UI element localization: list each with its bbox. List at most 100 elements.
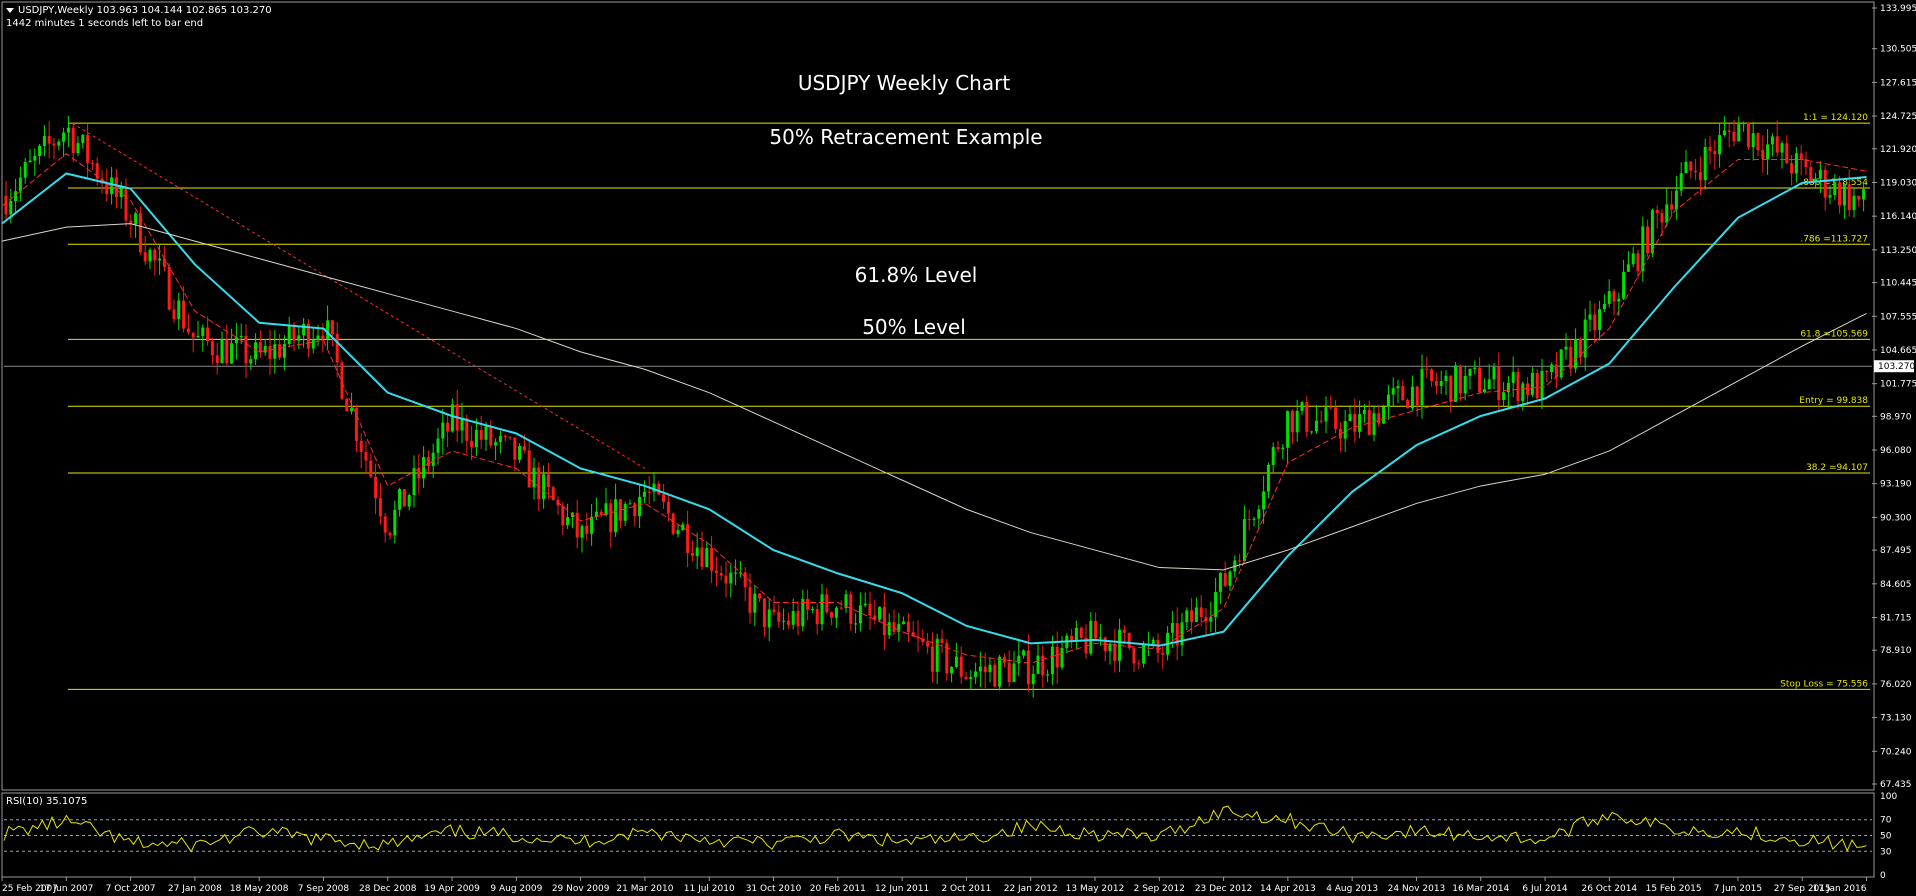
candle-body — [1074, 627, 1078, 641]
candle-body — [580, 526, 584, 538]
candle-body — [465, 418, 469, 441]
candle-body — [638, 496, 642, 517]
candle-body — [532, 467, 536, 488]
candle-body — [498, 436, 502, 443]
candle-body — [1612, 291, 1616, 302]
candle-body — [1698, 172, 1702, 181]
candle-body — [1238, 560, 1242, 562]
candle-body — [767, 609, 771, 628]
candle-body — [1794, 153, 1798, 174]
candle-body — [201, 327, 205, 336]
moving-average-line[interactable] — [1, 172, 1867, 647]
candle-body — [690, 552, 694, 557]
dropdown-triangle-icon[interactable] — [6, 7, 14, 13]
candle-body — [354, 408, 358, 441]
candle-body — [1410, 386, 1414, 409]
candle-body — [1242, 519, 1246, 562]
candle-body — [81, 134, 85, 144]
candle-body — [1430, 369, 1434, 382]
candle-body — [820, 594, 824, 625]
candle-body — [1766, 144, 1770, 159]
candle-body — [494, 442, 498, 446]
candle-body — [959, 656, 963, 677]
candle-body — [930, 646, 934, 672]
y-tick-label: 121.920 — [1880, 145, 1916, 155]
candle-body — [791, 611, 795, 625]
candle-body — [71, 127, 75, 154]
x-tick-label: 28 Dec 2008 — [359, 884, 417, 894]
candle-body — [686, 524, 690, 553]
candle-body — [647, 491, 651, 493]
candle-body — [1185, 610, 1189, 623]
candle-body — [326, 320, 330, 339]
candle-body — [585, 526, 589, 534]
candle-body — [858, 605, 862, 624]
candle-body — [1574, 338, 1578, 369]
candle-body — [911, 632, 915, 637]
candle-body — [306, 323, 310, 349]
candle-body — [1670, 204, 1674, 210]
candle-body — [278, 344, 282, 358]
candle-body — [138, 213, 142, 253]
candle-body — [220, 339, 224, 363]
candle-body — [47, 136, 51, 144]
candle-body — [676, 530, 680, 535]
candle-body — [86, 134, 90, 163]
candle-body — [1478, 367, 1482, 393]
candle-body — [753, 593, 757, 613]
moving-average-line[interactable] — [1, 223, 1867, 571]
downtrend-line[interactable] — [72, 122, 646, 469]
candle-body — [1180, 622, 1184, 646]
candle-body — [1646, 226, 1650, 254]
candle-body — [762, 598, 766, 628]
x-tick-label: 19 Apr 2009 — [424, 884, 480, 894]
candle-body — [1036, 655, 1040, 674]
candle-body — [1463, 375, 1467, 394]
candle-body — [450, 404, 454, 432]
candle-body — [786, 620, 790, 625]
candle-body — [378, 498, 382, 517]
candle-body — [1190, 610, 1194, 623]
candle-body — [710, 548, 714, 571]
candle-body — [887, 622, 891, 636]
candle-body — [1209, 617, 1213, 622]
candle-body — [666, 501, 670, 514]
x-tick-label: 18 May 2008 — [230, 884, 289, 894]
moving-average-line[interactable] — [1, 153, 1867, 664]
fib-level-label: Stop Loss = 75.556 — [1780, 679, 1868, 689]
candle-body — [546, 474, 550, 488]
candle-body — [1833, 182, 1837, 196]
candle-body — [599, 511, 603, 516]
candle-body — [1343, 421, 1347, 439]
candle-body — [158, 258, 162, 261]
candle-body — [1761, 150, 1765, 159]
candle-body — [393, 509, 397, 536]
candle-body — [1554, 364, 1558, 378]
candle-body — [1770, 136, 1774, 145]
candle-body — [119, 188, 123, 198]
candle-body — [1161, 652, 1165, 655]
candle-body — [950, 666, 954, 674]
candle-body — [849, 594, 853, 624]
candle-body — [815, 609, 819, 625]
candle-body — [1007, 662, 1011, 682]
x-tick-label: 15 Feb 2015 — [1646, 884, 1702, 894]
candle-body — [460, 418, 464, 431]
candle-body — [522, 446, 526, 451]
candle-body — [1598, 309, 1602, 331]
y-tick-label: 73.130 — [1880, 714, 1912, 724]
candle-body — [1862, 189, 1866, 200]
y-tick-label: 104.665 — [1880, 346, 1916, 356]
candle-body — [1804, 159, 1808, 168]
candle-body — [153, 249, 157, 261]
candle-body — [182, 300, 186, 329]
candle-body — [513, 437, 517, 460]
candle-body — [321, 335, 325, 339]
candle-body — [882, 606, 886, 636]
candle-body — [206, 327, 210, 342]
candle-body — [1679, 173, 1683, 191]
candle-body — [124, 188, 128, 221]
candle-body — [772, 609, 776, 613]
candle-body — [1540, 371, 1544, 399]
candle-body — [806, 598, 810, 610]
